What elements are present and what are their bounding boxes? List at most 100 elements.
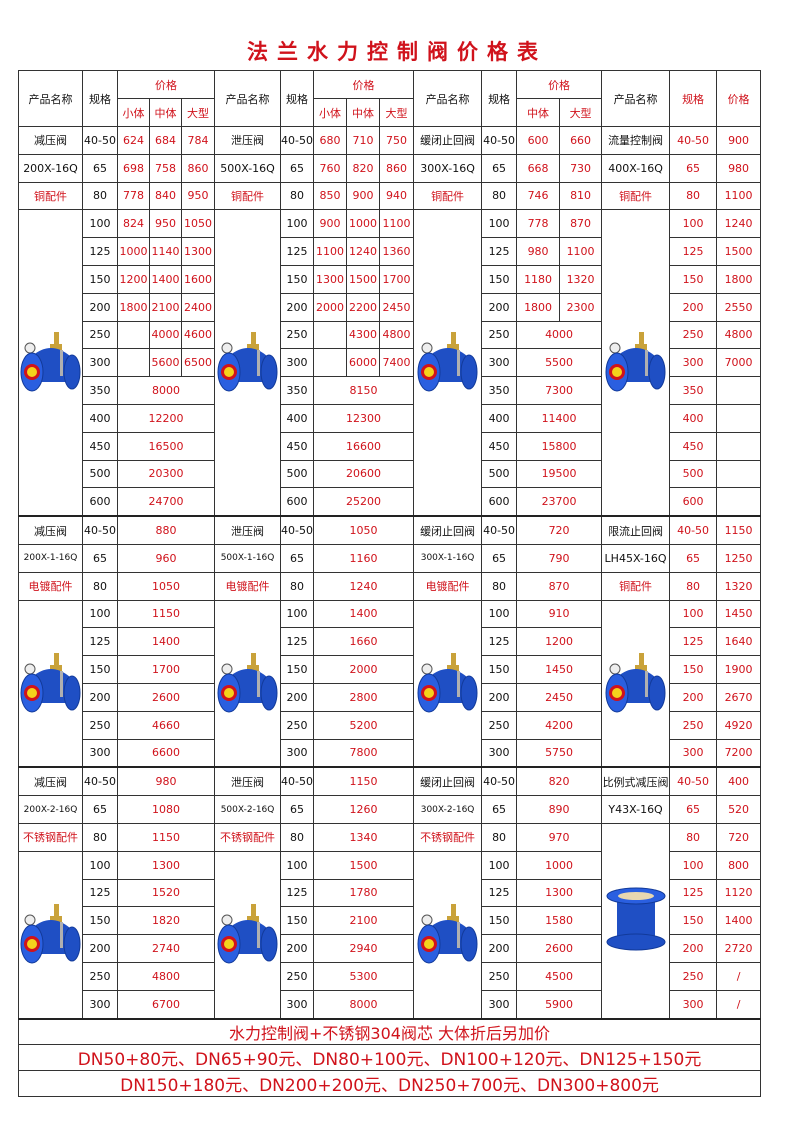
spec-cell: 150	[280, 264, 315, 294]
spec-cell: 450	[481, 431, 518, 461]
table-row: 600 24700 600 25200 600 23700 600	[19, 487, 762, 517]
product-name: 减压阀	[18, 126, 83, 155]
spec-cell: 100	[669, 209, 718, 239]
price-cell: 1050	[180, 209, 216, 239]
spec-cell: 500	[669, 459, 718, 489]
valve-icon	[605, 652, 666, 713]
price-cell: 1640	[716, 627, 762, 657]
product-image	[214, 599, 282, 768]
price-cell: 1250	[716, 543, 762, 573]
spec-cell: 300	[481, 348, 518, 378]
price-cell: 24700	[116, 487, 216, 517]
price-cell: 758	[149, 153, 182, 183]
spec-cell: 150	[481, 906, 518, 936]
spec-cell: 600	[82, 487, 118, 517]
footer-row: 水力控制阀+不锈钢304阀芯 大体折后另加价	[17, 1017, 762, 1045]
price-cell: 1200	[117, 264, 150, 294]
price-cell: 1000	[516, 850, 603, 880]
footer-row: DN150+180元、DN200+200元、DN250+700元、DN300+8…	[17, 1069, 762, 1097]
spec-cell: 300	[669, 989, 718, 1020]
price-cell	[716, 459, 762, 489]
price-cell: 1300	[116, 850, 216, 880]
price-cell: 1660	[313, 627, 415, 657]
spec-cell: 100	[481, 599, 518, 629]
spec-cell: 125	[481, 627, 518, 657]
price-cell: 4300	[346, 320, 381, 350]
table-row: 200X-1-16Q 65 960 500X-1-16Q 65 1160 300X-1-16…	[18, 543, 762, 573]
spec-cell: 125	[82, 237, 118, 266]
spec-cell: 300	[280, 348, 315, 378]
table-row: 150 1200 1400 1600 150 1300 1500 1700 150 1180 132…	[19, 264, 762, 294]
header-subrow: 小体 中体 大型 小体 中体 大型 中体 大型	[19, 98, 761, 127]
product-image	[214, 850, 282, 1020]
spec-cell: 200	[669, 292, 718, 322]
spec-cell: 40-50	[669, 126, 718, 155]
price-cell: 1780	[313, 878, 415, 908]
price-cell: 980	[516, 237, 561, 266]
spec-cell: 40-50	[82, 515, 118, 545]
spec-cell: 40-50	[669, 766, 718, 797]
spec-cell: 125	[280, 878, 315, 908]
price-cell: 1260	[313, 795, 415, 824]
table-row: 250 4800 250 5300 250 4500 250/	[19, 961, 762, 991]
price-cell: 760	[313, 153, 348, 183]
spec-cell: 400	[669, 403, 718, 433]
table-row: 减压阀 40-50 624 684 784 泄压阀 40-50 680 710 750 缓闭止回阀 4…	[18, 126, 762, 155]
product-name: 流量控制阀	[601, 126, 671, 155]
valve-icon	[217, 904, 278, 964]
price-cell: 5500	[516, 348, 603, 378]
price-cell: 1200	[516, 627, 603, 657]
price-cell: 1340	[313, 822, 415, 852]
product-image	[601, 822, 671, 1020]
price-cell: 1450	[716, 599, 762, 629]
valve-icon	[417, 652, 478, 713]
price-cell: 860	[180, 153, 216, 183]
price-cell: 1180	[516, 264, 561, 294]
price-cell: 2000	[313, 655, 415, 684]
spec-cell: 65	[280, 543, 315, 573]
spec-cell: 150	[280, 906, 315, 936]
table-row: 减压阀 40-50 880 泄压阀 40-50 1050 缓闭止回阀 40-50 720 限流止回…	[18, 515, 762, 545]
price-cell: 2450	[516, 682, 603, 712]
product-fitting: 不锈钢配件	[413, 822, 483, 852]
price-cell: 4920	[716, 710, 762, 740]
price-cell: 6700	[116, 989, 216, 1020]
price-cell: 2740	[116, 934, 216, 963]
spec-cell: 150	[669, 264, 718, 294]
product-fitting: 电镀配件	[214, 571, 282, 601]
product-model: 500X-2-16Q	[214, 795, 282, 824]
price-cell: 2300	[559, 292, 603, 322]
spec-cell: 100	[280, 209, 315, 239]
header-size: 小体	[313, 98, 348, 127]
product-name: 泄压阀	[214, 766, 282, 797]
price-cell: 4000	[516, 320, 603, 350]
header-spec: 规格	[669, 70, 718, 127]
spec-cell: 250	[82, 961, 118, 991]
product-image	[18, 599, 83, 768]
spec-cell: 125	[481, 878, 518, 908]
price-cell	[117, 320, 150, 350]
price-cell: 1100	[379, 209, 415, 239]
price-cell: 1400	[149, 264, 182, 294]
spec-cell: 65	[280, 153, 315, 183]
price-cell: 25200	[313, 487, 415, 517]
spec-cell: 80	[280, 822, 315, 852]
spec-cell: 125	[669, 237, 718, 266]
spec-cell: 65	[82, 795, 118, 824]
product-name: 比例式减压阀	[601, 766, 671, 797]
spec-cell: 125	[669, 878, 718, 908]
spec-cell: 350	[280, 376, 315, 405]
spec-cell: 40-50	[481, 515, 518, 545]
product-fitting: 铜配件	[601, 181, 671, 211]
spec-cell: 80	[82, 181, 118, 211]
price-cell: 19500	[516, 459, 603, 489]
price-cell: 2600	[116, 682, 216, 712]
price-cell: 730	[559, 153, 603, 183]
table-row: 250 4660 250 5200 250 4200 250 4920	[19, 710, 762, 740]
product-image	[214, 209, 282, 517]
footer-row: DN50+80元、DN65+90元、DN80+100元、DN100+120元、D…	[17, 1043, 762, 1071]
spec-cell: 65	[82, 153, 118, 183]
spec-cell: 300	[669, 348, 718, 378]
price-cell: 750	[379, 126, 415, 155]
table-row: 300 5600 6500 300 6000 7400 300 5500 300 7000	[19, 348, 762, 378]
